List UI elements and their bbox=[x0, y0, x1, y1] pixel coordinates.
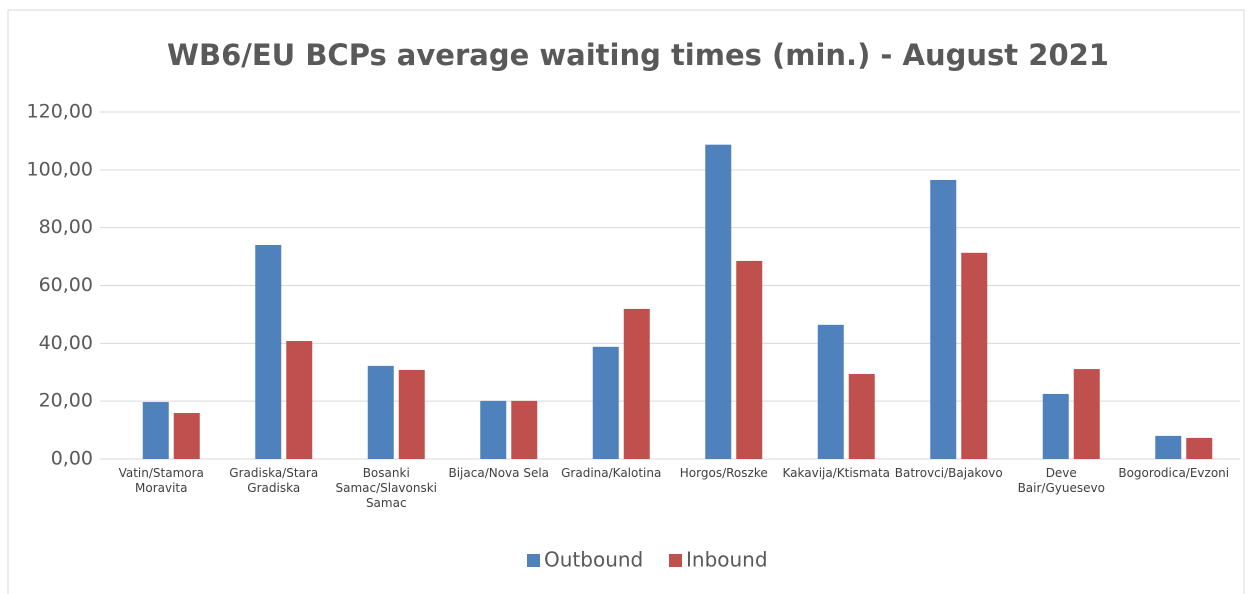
bar bbox=[142, 402, 169, 459]
x-tick-label: Bosanki Samac/Slavonski Samac bbox=[335, 466, 438, 510]
legend-swatch bbox=[669, 554, 682, 567]
bar bbox=[1042, 393, 1069, 459]
bar bbox=[398, 369, 425, 459]
bar bbox=[705, 144, 732, 459]
chart-title: WB6/EU BCPs average waiting times (min.)… bbox=[167, 38, 1109, 72]
y-tick-label: 120,00 bbox=[27, 101, 93, 123]
bar bbox=[286, 341, 313, 459]
x-tick-label: Bijaca/Nova Sela bbox=[448, 466, 550, 480]
x-tick-label: Horgos/Roszke bbox=[679, 466, 768, 480]
y-tick-label: 100,00 bbox=[27, 158, 93, 180]
bar bbox=[736, 260, 763, 459]
x-tick-label: Gradina/Kalotina bbox=[561, 466, 662, 480]
bar bbox=[592, 346, 619, 459]
legend-swatch bbox=[527, 554, 540, 567]
bar bbox=[961, 252, 988, 459]
y-tick-label: 40,00 bbox=[39, 332, 93, 354]
x-tick-label: Vatin/Stamora Moravita bbox=[118, 466, 204, 495]
bar bbox=[817, 324, 844, 459]
y-tick-label: 20,00 bbox=[39, 390, 93, 412]
bar bbox=[848, 373, 875, 459]
legend-label: Outbound bbox=[544, 548, 643, 572]
bar bbox=[255, 245, 282, 459]
chart-border bbox=[7, 9, 1245, 594]
x-tick-label: Kakavija/Ktismata bbox=[782, 466, 891, 480]
bar bbox=[1073, 369, 1100, 459]
x-tick-label: Deve Bair/Gyuesevo bbox=[1017, 466, 1105, 495]
legend-label: Inbound bbox=[686, 548, 768, 572]
y-tick-label: 80,00 bbox=[39, 216, 93, 238]
bar bbox=[367, 365, 394, 459]
bar bbox=[1155, 435, 1182, 459]
y-tick-label: 60,00 bbox=[39, 274, 93, 296]
y-tick-label: 0,00 bbox=[51, 448, 93, 470]
bar bbox=[623, 308, 650, 459]
bar bbox=[173, 413, 200, 459]
bar bbox=[511, 400, 538, 459]
bar bbox=[1186, 437, 1213, 459]
x-tick-label: Bogorodica/Evzoni bbox=[1118, 466, 1230, 480]
bar bbox=[480, 400, 507, 459]
x-tick-label: Gradiska/Stara Gradiska bbox=[229, 466, 319, 495]
x-tick-label: Batrovci/Bajakovo bbox=[894, 466, 1003, 480]
bar bbox=[930, 179, 957, 459]
